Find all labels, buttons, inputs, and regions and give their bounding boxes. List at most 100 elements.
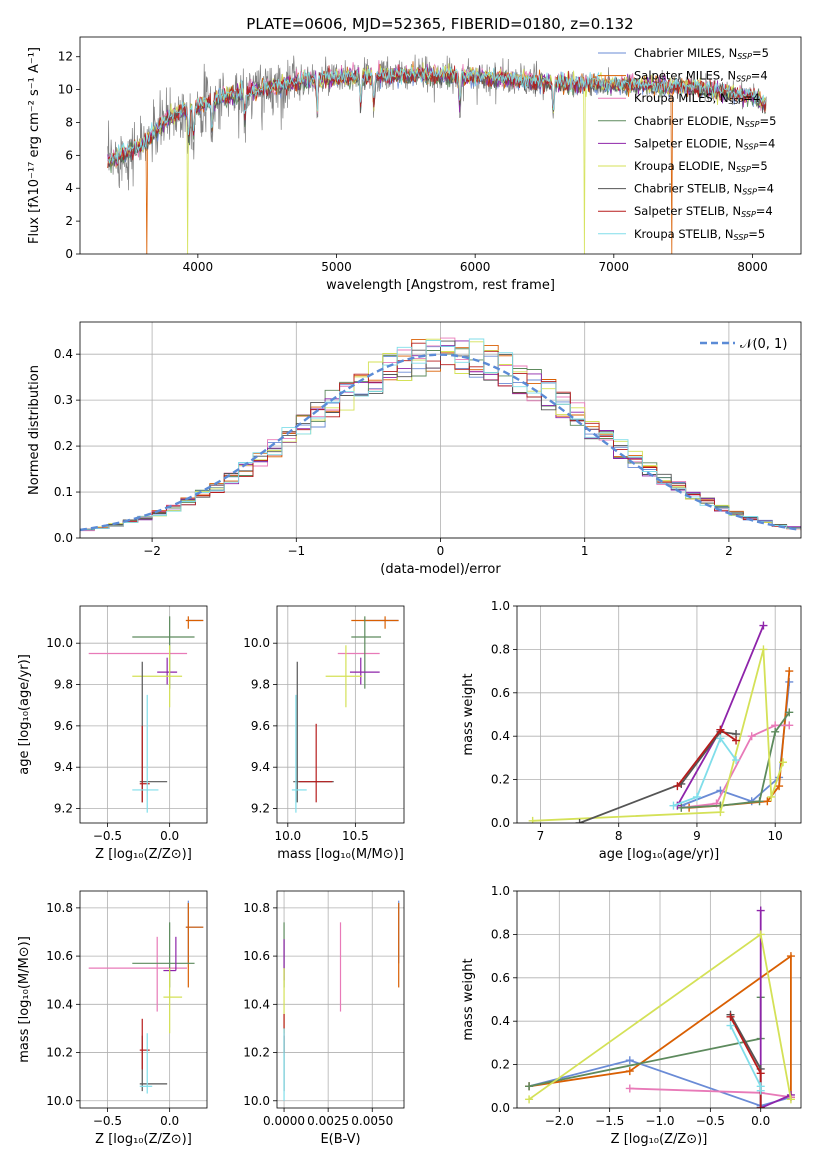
y-tick-label: 0.8 — [491, 642, 510, 656]
y-tick-label: 0.2 — [491, 773, 510, 787]
errorbar-salpeter-stelib — [139, 1018, 150, 1070]
y-tick-label: 10.0 — [243, 636, 270, 650]
weight-marker-kroupa-elodie — [756, 930, 765, 939]
spectrum-panel: 4000 5000 6000 7000 8000 0 2 4 6 8 10 12 wavelength … — [27, 36, 802, 293]
x-tick-label: 10 — [768, 829, 783, 843]
weight-line-salpeter-miles — [528, 954, 792, 1098]
weight-marker-kroupa-miles — [785, 721, 794, 730]
y-tick-label: 2 — [65, 214, 73, 228]
weight-marker-kroupa-miles — [747, 732, 756, 741]
x-tick-label: −0.5 — [93, 829, 122, 843]
weight-marker-salpeter-stelib — [756, 1104, 765, 1108]
x-tick-label: 0 — [437, 544, 445, 558]
axes-frame — [79, 321, 802, 539]
residuals-panel: −2 −1 0 1 2 0.0 0.1 0.2 0.3 0.4 (data-model)/error… — [27, 321, 802, 577]
errorbar-kroupa-stelib — [132, 694, 159, 813]
weight-marker-kroupa-elodie — [759, 645, 768, 654]
weight-marker-kroupa-elodie — [779, 758, 788, 767]
x-tick-label: −2 — [143, 544, 161, 558]
axes-frame — [79, 605, 208, 824]
legend-label-chabrier-miles: Chabrier MILES, NSSP=5 — [634, 46, 769, 61]
errorbar-chabrier-stelib — [139, 661, 168, 803]
x-tick-label: 4000 — [183, 260, 214, 274]
y-tick-label: 0.4 — [491, 1014, 510, 1028]
x-tick-label: 6000 — [460, 260, 491, 274]
weight-vs-age-panel: 7 8 9 10 0.0 0.2 0.4 0.6 0.8 1.0 age [log₁₀(age/yr… — [461, 599, 802, 862]
mass-vs-ebv-panel: 0.0000 0.0025 0.0050 10.0 10.2 10.4 10.6 10.8 E(… — [243, 890, 405, 1147]
y-tick-label: 9.4 — [54, 760, 73, 774]
y-tick-label: 10.2 — [243, 1046, 270, 1060]
y-tick-label: 0.8 — [491, 927, 510, 941]
legend-label-salpeter-miles: Salpeter MILES, NSSP=4 — [634, 69, 768, 84]
weight-line-chabrier-stelib — [729, 1014, 762, 1108]
weight-marker-salpeter-stelib — [673, 782, 682, 791]
y-tick-label: 1.0 — [491, 599, 510, 613]
x-tick-label: −0.5 — [93, 1114, 122, 1128]
weight-marker-salpeter-miles — [785, 667, 794, 676]
weight-line-chabrier-stelib — [579, 730, 737, 823]
y-tick-label: 0.6 — [491, 686, 510, 700]
weight-marker-kroupa-elodie — [525, 1095, 534, 1104]
weight-marker-kroupa-miles — [625, 1084, 634, 1093]
weight-line-kroupa-elodie — [532, 649, 784, 822]
x-tick-label: 10.0 — [274, 829, 301, 843]
errorbar-salpeter-stelib — [298, 723, 333, 803]
axes-frame — [276, 890, 405, 1109]
weight-line-chabrier-elodie — [528, 997, 762, 1088]
weight-line-salpeter-elodie — [676, 625, 765, 807]
y-tick-label: 0.4 — [491, 729, 510, 743]
y-tick-label: 0.0 — [491, 816, 510, 830]
model-spectrum-kroupa-stelib — [107, 66, 767, 164]
legend-label-salpeter-elodie: Salpeter ELODIE, NSSP=4 — [634, 136, 775, 151]
weight-marker-kroupa-elodie — [528, 816, 537, 823]
x-axis-label: E(B-V) — [320, 1132, 360, 1147]
weight-marker-kroupa-stelib — [669, 801, 678, 810]
y-tick-label: 1.0 — [491, 884, 510, 898]
y-axis-label: Flux [fλ10⁻¹⁷ erg cm⁻² s⁻¹ A⁻¹] — [27, 47, 42, 244]
axes-frame — [276, 605, 405, 824]
x-tick-label: 8000 — [737, 260, 768, 274]
errorbar-chabrier-elodie — [351, 616, 382, 689]
y-tick-label: 10.4 — [46, 997, 73, 1011]
y-tick-label: 10.8 — [46, 901, 73, 915]
y-axis-label: mass weight — [461, 958, 476, 1040]
y-tick-label: 0.4 — [54, 347, 73, 361]
errorbar-chabrier-stelib — [139, 1035, 168, 1092]
errorbar-salpeter-miles — [351, 616, 399, 629]
errorbar-kroupa-elodie — [132, 645, 183, 708]
y-tick-label: 10.8 — [243, 901, 270, 915]
x-tick-label: 2 — [725, 544, 733, 558]
y-tick-label: 0.1 — [54, 485, 73, 499]
y-tick-label: 0.2 — [54, 439, 73, 453]
age-vs-mass-panel: 10.0 10.5 9.2 9.4 9.6 9.8 10.0 mass [log₁₀(M/M⊙… — [243, 605, 405, 862]
normal-curve — [80, 353, 799, 532]
legend-label-kroupa-elodie: Kroupa ELODIE, NSSP=5 — [634, 159, 768, 174]
weight-line-kroupa-stelib — [729, 1025, 762, 1091]
weight-marker-chabrier-stelib — [575, 819, 584, 823]
y-tick-label: 0 — [65, 247, 73, 261]
x-tick-label: −1.5 — [595, 1114, 624, 1128]
y-axis-label: Normed distribution — [27, 365, 42, 495]
y-tick-label: 10.4 — [243, 997, 270, 1011]
y-tick-label: 0.0 — [54, 531, 73, 545]
y-axis-label: mass [log₁₀(M/M⊙)] — [17, 936, 32, 1063]
y-tick-label: 10.0 — [243, 1094, 270, 1108]
weight-marker-kroupa-stelib — [716, 734, 725, 743]
weight-marker-salpeter-stelib — [756, 1069, 765, 1078]
errorbar-salpeter-stelib — [139, 725, 150, 803]
axes-frame — [516, 890, 802, 1109]
y-tick-label: 9.8 — [251, 678, 270, 692]
figure-title: PLATE=0606, MJD=52365, FIBERID=0180, z=0… — [246, 15, 633, 33]
y-tick-label: 10.0 — [46, 636, 73, 650]
legend-label-kroupa-stelib: Kroupa STELIB, NSSP=5 — [634, 227, 765, 242]
errorbar-kroupa-elodie — [325, 645, 363, 708]
x-tick-label: 0.0000 — [263, 1114, 305, 1128]
y-tick-label: 8 — [65, 115, 73, 129]
y-tick-label: 10.6 — [46, 949, 73, 963]
errorbar-kroupa-stelib — [139, 1033, 153, 1094]
y-tick-label: 9.6 — [54, 719, 73, 733]
errorbar-chabrier-elodie — [132, 616, 195, 689]
x-axis-label: Z [log₁₀(Z/Z⊙)] — [95, 1132, 192, 1147]
weight-marker-salpeter-miles — [625, 1067, 634, 1076]
